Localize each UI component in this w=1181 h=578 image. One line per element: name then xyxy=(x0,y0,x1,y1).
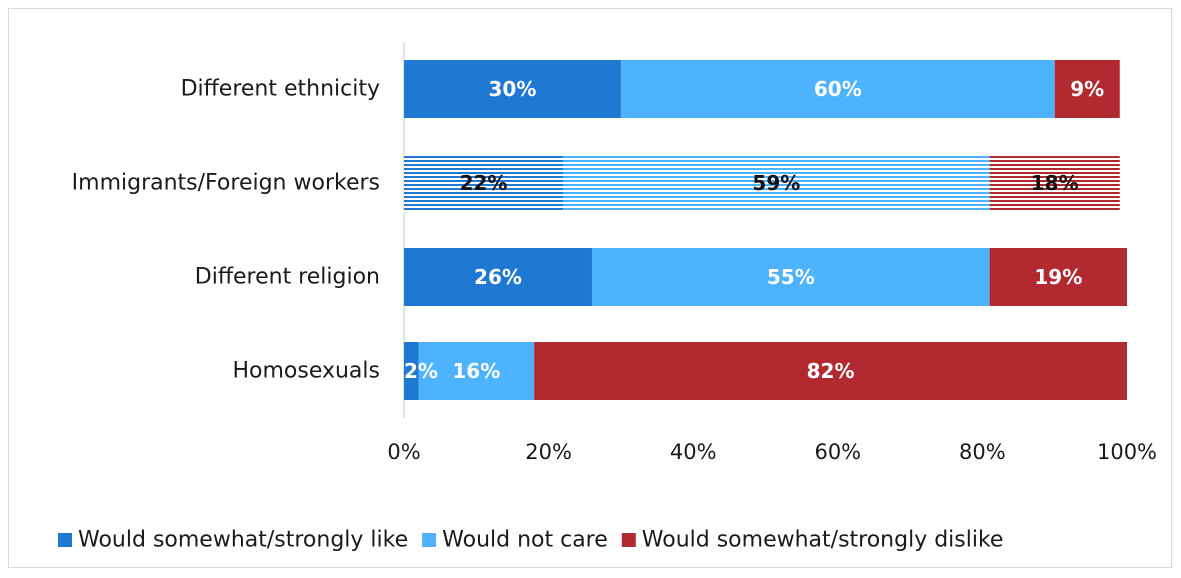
legend-label-would-somewhat-strongly-like: Would somewhat/strongly like xyxy=(78,528,408,553)
value-label-would-somewhat-strongly-dislike-homosexuals: 82% xyxy=(807,359,855,383)
value-label-would-somewhat-strongly-like-different-religion: 26% xyxy=(474,265,522,289)
bar-would-somewhat-strongly-like-immigrants-foreign-workers xyxy=(404,154,564,212)
legend-label-would-not-care: Would not care xyxy=(442,528,608,553)
value-label-would-somewhat-strongly-like-immigrants-foreign-workers: 22% xyxy=(460,171,508,195)
x-tick-label-1: 20% xyxy=(525,440,572,464)
bar-would-somewhat-strongly-like-different-ethnicity xyxy=(404,60,621,118)
x-tick-label-5: 100% xyxy=(1097,440,1157,464)
value-label-would-somewhat-strongly-like-homosexuals: 2% xyxy=(404,359,438,383)
bar-would-somewhat-strongly-dislike-homosexuals xyxy=(534,342,1127,400)
x-tick-label-0: 0% xyxy=(387,440,420,464)
bar-would-somewhat-strongly-like-different-religion xyxy=(404,248,592,306)
bar-would-somewhat-strongly-like-homosexuals xyxy=(404,342,419,400)
value-label-would-somewhat-strongly-dislike-different-ethnicity: 9% xyxy=(1070,77,1104,101)
bar-would-not-care-different-religion xyxy=(591,248,990,306)
legend-label-would-somewhat-strongly-dislike: Would somewhat/strongly dislike xyxy=(642,528,1004,553)
value-label-would-not-care-different-religion: 55% xyxy=(767,265,815,289)
value-label-would-somewhat-strongly-dislike-immigrants-foreign-workers: 18% xyxy=(1031,171,1079,195)
category-label-different-religion: Different religion xyxy=(195,265,380,290)
legend-swatch-would-not-care xyxy=(422,533,437,547)
legend-swatch-would-somewhat-strongly-dislike xyxy=(621,533,636,547)
value-label-would-somewhat-strongly-dislike-different-religion: 19% xyxy=(1034,265,1082,289)
x-tick-label-3: 60% xyxy=(814,440,861,464)
bar-would-somewhat-strongly-dislike-different-ethnicity xyxy=(1054,60,1120,118)
category-label-different-ethnicity: Different ethnicity xyxy=(181,77,380,102)
value-label-would-not-care-immigrants-foreign-workers: 59% xyxy=(752,171,800,195)
bar-would-not-care-immigrants-foreign-workers xyxy=(563,154,990,212)
bar-would-not-care-different-ethnicity xyxy=(620,60,1055,118)
bar-would-somewhat-strongly-dislike-immigrants-foreign-workers xyxy=(989,154,1120,212)
x-tick-label-2: 40% xyxy=(670,440,717,464)
value-label-would-not-care-homosexuals: 16% xyxy=(452,359,500,383)
value-label-would-somewhat-strongly-like-different-ethnicity: 30% xyxy=(489,77,537,101)
legend-swatch-would-somewhat-strongly-like xyxy=(58,533,72,547)
bar-would-not-care-homosexuals xyxy=(418,342,535,400)
x-tick-label-4: 80% xyxy=(959,440,1006,464)
category-label-immigrants-foreign-workers: Immigrants/Foreign workers xyxy=(72,171,380,196)
category-label-homosexuals: Homosexuals xyxy=(232,359,380,384)
bar-would-somewhat-strongly-dislike-different-religion xyxy=(989,248,1127,306)
value-label-would-not-care-different-ethnicity: 60% xyxy=(814,77,862,101)
